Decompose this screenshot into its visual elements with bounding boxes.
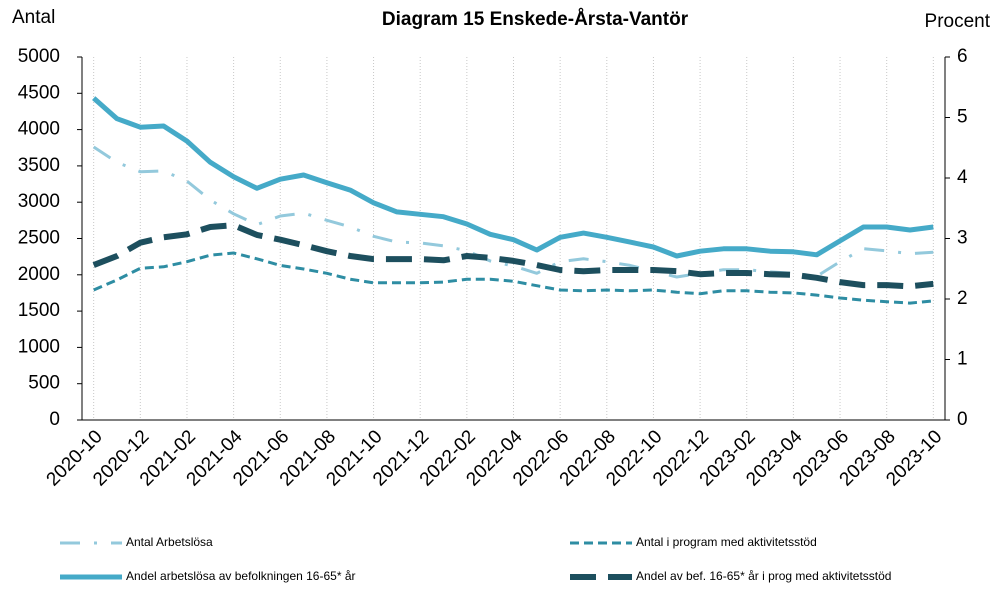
y-tick-label: 2000: [18, 264, 60, 285]
legend-label: Andel av bef. 16-65* år i prog med aktiv…: [636, 569, 891, 583]
y2-tick-label: 4: [957, 167, 968, 188]
y-tick-label: 2500: [18, 228, 60, 249]
y-tick-label: 1000: [18, 336, 60, 357]
chart-title: Diagram 15 Enskede-Årsta-Vantör: [382, 9, 689, 30]
y2-tick-label: 6: [957, 46, 968, 67]
y-axis-label: Antal: [12, 7, 55, 28]
legend-label: Antal Arbetslösa: [126, 535, 213, 549]
y2-axis-label: Procent: [925, 11, 991, 32]
y2-tick-label: 5: [957, 107, 968, 128]
series-line: [92, 96, 934, 259]
legend-label: Andel arbetslösa av befolkningen 16-65* …: [126, 569, 356, 583]
y-tick-label: 5000: [18, 46, 60, 67]
y-tick-label: 4000: [18, 119, 60, 140]
y2-tick-label: 0: [957, 409, 968, 430]
y-tick-label: 500: [28, 373, 60, 394]
y-tick-label: 0: [49, 409, 60, 430]
y2-tick-label: 3: [957, 228, 968, 249]
y-tick-label: 4500: [18, 82, 60, 103]
y2-tick-label: 2: [957, 288, 968, 309]
series-line: [92, 145, 934, 279]
y-tick-label: 1500: [18, 300, 60, 321]
series-line: [92, 222, 934, 290]
series-line: [93, 251, 934, 305]
y2-tick-label: 1: [957, 349, 968, 370]
legend-label: Antal i program med aktivitetsstöd: [636, 535, 817, 549]
y-tick-label: 3000: [18, 191, 60, 212]
y-tick-label: 3500: [18, 155, 60, 176]
